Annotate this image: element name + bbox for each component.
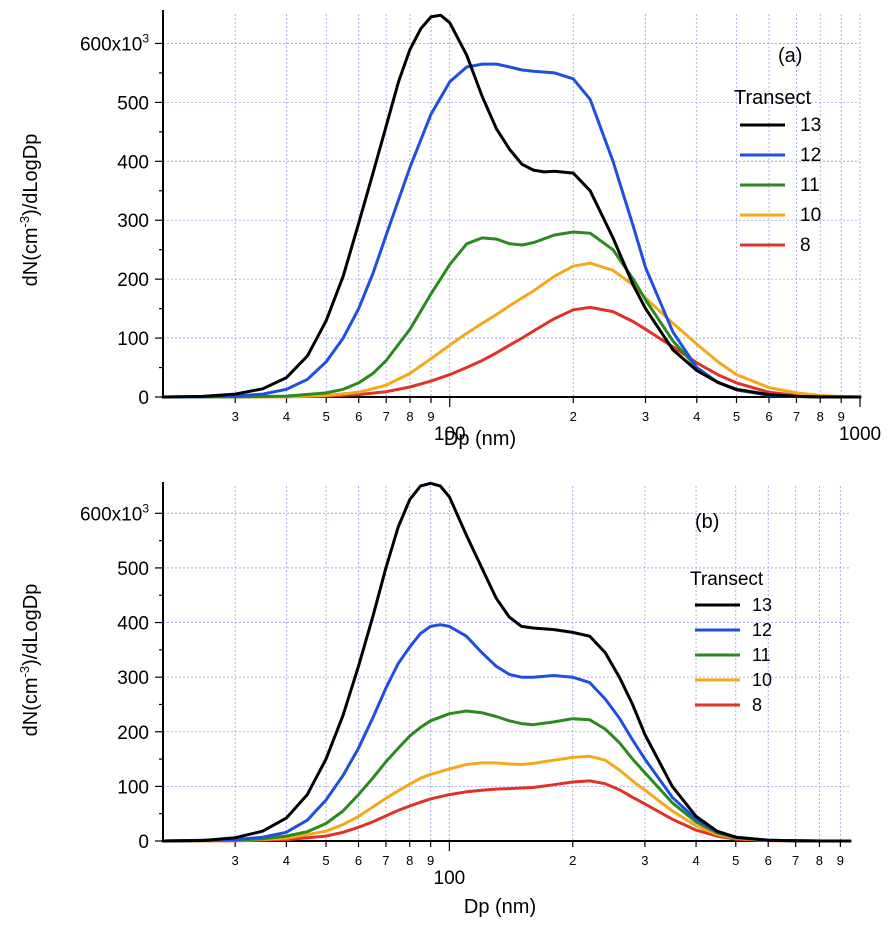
x-minor-tick-label: 6 bbox=[355, 853, 362, 868]
x-minor-tick-label: 7 bbox=[382, 853, 389, 868]
grid bbox=[163, 14, 861, 397]
series-line-10 bbox=[161, 754, 852, 843]
y-axis-title-part: )/dLogDp bbox=[20, 134, 42, 216]
x-minor-tick-label: 5 bbox=[323, 409, 330, 424]
y-axis-title-sup: -3 bbox=[17, 216, 32, 228]
x-minor-tick-label: 8 bbox=[406, 409, 413, 424]
x-minor-tick-label: 7 bbox=[793, 409, 800, 424]
x-minor-tick-label: 9 bbox=[838, 409, 845, 424]
y-tick-label: 500 bbox=[117, 559, 149, 580]
series-line-8 bbox=[161, 305, 862, 399]
x-minor-tick-label: 4 bbox=[283, 409, 290, 424]
x-minor-tick-label: 6 bbox=[765, 409, 772, 424]
series-line-13 bbox=[161, 481, 852, 843]
legend-label-13: 13 bbox=[752, 595, 772, 615]
legend-title: Transect bbox=[734, 87, 812, 109]
y-axis-title-part: dN(cm bbox=[20, 677, 42, 736]
x-minor-tick-label: 8 bbox=[406, 853, 413, 868]
x-minor-tick-label: 6 bbox=[765, 853, 772, 868]
y-axis-title: dN(cm-3)/dLogDp bbox=[17, 134, 42, 287]
x-major-tick-label: 100 bbox=[434, 424, 466, 445]
x-minor-tick-label: 8 bbox=[816, 853, 823, 868]
legend-label-12: 12 bbox=[752, 620, 772, 640]
y-tick-label: 400 bbox=[117, 152, 149, 173]
x-minor-tick-label: 3 bbox=[232, 409, 239, 424]
x-minor-tick-label: 7 bbox=[383, 409, 390, 424]
panel-label: (b) bbox=[695, 511, 719, 533]
series-line-13 bbox=[161, 13, 862, 399]
y-tick-label: 500 bbox=[117, 93, 149, 114]
y-tick-label: 100 bbox=[117, 329, 149, 350]
series-line-12 bbox=[161, 62, 862, 399]
x-minor-tick-label: 8 bbox=[817, 409, 824, 424]
series-line-10 bbox=[161, 261, 862, 399]
y-tick-label: 600x103 bbox=[80, 31, 149, 55]
y-tick-label: 0 bbox=[138, 388, 149, 409]
series-line-8 bbox=[161, 779, 852, 843]
x-minor-tick-label: 3 bbox=[641, 853, 648, 868]
x-minor-tick-label: 9 bbox=[427, 853, 434, 868]
x-minor-tick-label: 5 bbox=[733, 409, 740, 424]
series-line-11 bbox=[161, 230, 862, 399]
y-tick-label-sup: 3 bbox=[142, 31, 149, 45]
x-minor-tick-label: 2 bbox=[570, 409, 577, 424]
x-minor-tick-label: 4 bbox=[692, 853, 699, 868]
y-axis-title-part: )/dLogDp bbox=[20, 584, 42, 666]
x-major-tick-label: 1000 bbox=[839, 424, 881, 445]
x-minor-tick-label: 7 bbox=[792, 853, 799, 868]
legend-label-12: 12 bbox=[800, 145, 821, 166]
x-axis-title: Dp (nm) bbox=[464, 896, 536, 918]
series-group bbox=[161, 13, 862, 399]
panel-label: (a) bbox=[778, 45, 802, 67]
x-minor-tick-label: 3 bbox=[642, 409, 649, 424]
legend-label-13: 13 bbox=[800, 115, 821, 136]
x-minor-tick-label: 6 bbox=[355, 409, 362, 424]
y-tick-label: 100 bbox=[117, 777, 149, 798]
legend-title: Transect bbox=[690, 569, 764, 590]
series-line-12 bbox=[161, 623, 852, 843]
legend-label-11: 11 bbox=[800, 175, 820, 196]
y-tick-label-sup: 3 bbox=[142, 501, 149, 515]
x-minor-tick-label: 5 bbox=[732, 853, 739, 868]
x-minor-tick-label: 3 bbox=[232, 853, 239, 868]
x-minor-tick-label: 9 bbox=[837, 853, 844, 868]
x-minor-tick-label: 4 bbox=[693, 409, 700, 424]
x-major-tick-label: 100 bbox=[434, 868, 466, 889]
series-line-11 bbox=[161, 709, 852, 843]
y-axis-title-part: dN(cm bbox=[20, 227, 42, 286]
y-tick-label: 300 bbox=[117, 211, 149, 232]
legend-label-11: 11 bbox=[752, 645, 771, 665]
x-minor-tick-label: 2 bbox=[569, 853, 576, 868]
y-tick-label: 0 bbox=[138, 832, 149, 853]
x-minor-tick-label: 9 bbox=[427, 409, 434, 424]
grid bbox=[163, 486, 850, 841]
y-tick-label: 200 bbox=[117, 723, 149, 744]
x-minor-tick-label: 4 bbox=[283, 853, 290, 868]
legend-label-10: 10 bbox=[752, 670, 772, 690]
x-minor-tick-label: 5 bbox=[322, 853, 329, 868]
legend-label-8: 8 bbox=[752, 695, 762, 715]
y-tick-label: 400 bbox=[117, 614, 149, 635]
y-tick-label: 200 bbox=[117, 270, 149, 291]
legend-label-10: 10 bbox=[800, 205, 821, 226]
series-group bbox=[161, 481, 852, 843]
y-tick-label: 300 bbox=[117, 668, 149, 689]
y-tick-label: 600x103 bbox=[80, 501, 149, 525]
legend-label-8: 8 bbox=[800, 235, 811, 256]
x-axis-title: Dp (nm) bbox=[444, 428, 516, 450]
y-axis-title: dN(cm-3)/dLogDp bbox=[17, 584, 42, 737]
y-axis-title-sup: -3 bbox=[17, 666, 32, 678]
